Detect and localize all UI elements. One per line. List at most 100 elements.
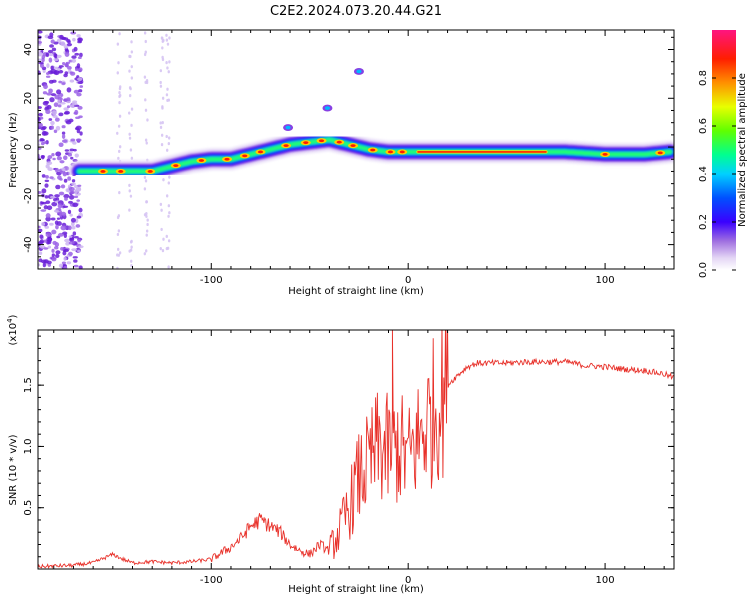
spectrogram-noise-cell bbox=[161, 121, 164, 125]
spectrogram-noise-cell bbox=[74, 52, 80, 56]
spectrogram-noise-cell bbox=[161, 105, 164, 109]
spectrogram-panel: -100 0 100 -40 -20 0 20 40 Height of straight … bbox=[8, 29, 675, 297]
spectrogram-noise-cell bbox=[53, 53, 57, 58]
spectrogram-noise-cell bbox=[76, 34, 81, 38]
spectrogram-noise-cell bbox=[77, 186, 82, 192]
spectrogram-noise-cell bbox=[40, 138, 45, 142]
spectrogram-noise-cell bbox=[56, 156, 62, 161]
spectrogram-noise-cell bbox=[67, 152, 73, 157]
spectrogram-noise-cell bbox=[143, 31, 147, 35]
snr-y-axis-label: SNR (10 * v/v) bbox=[8, 434, 19, 505]
spectrogram-noise-cell bbox=[50, 120, 55, 126]
spectrogram-noise-cell bbox=[61, 82, 66, 85]
spectrogram-x-tick-label: 100 bbox=[596, 275, 615, 286]
spectrogram-hot-spot bbox=[283, 144, 289, 147]
spectrogram-noise-cell bbox=[162, 237, 165, 241]
spectrogram-noise-cell bbox=[116, 42, 120, 46]
spectrogram-noise-cell bbox=[128, 249, 131, 253]
spectrogram-noise-cell bbox=[38, 143, 41, 146]
spectrogram-noise-cell bbox=[118, 101, 121, 105]
spectrogram-noise-cell bbox=[49, 32, 54, 37]
spectrogram-noise-cell bbox=[116, 232, 120, 237]
spectrogram-noise-cell bbox=[55, 197, 60, 202]
spectrogram-noise-cell bbox=[49, 97, 55, 103]
spectrogram-noise-cell bbox=[73, 89, 80, 94]
spectrogram-noise-cell bbox=[160, 143, 164, 147]
spectrogram-noise-cell bbox=[50, 125, 54, 130]
spectrogram-noise-cell bbox=[41, 201, 47, 205]
spectrogram-noise-cell bbox=[56, 89, 62, 95]
spectrogram-noise-cell bbox=[63, 178, 68, 183]
spectrogram-y-tick-label: -40 bbox=[23, 236, 34, 252]
spectrogram-noise-cell bbox=[50, 68, 57, 74]
spectrogram-noise-cell bbox=[42, 91, 48, 95]
spectrogram-noise-cell bbox=[43, 84, 48, 90]
spectrogram-noise-cell bbox=[53, 102, 59, 108]
snr-frame bbox=[37, 329, 675, 570]
snr-x-tick-label: 0 bbox=[405, 575, 411, 586]
spectrogram-noise-cell bbox=[144, 98, 147, 102]
spectrogram-noise-cell bbox=[145, 233, 148, 237]
spectrogram-noise-cell bbox=[45, 109, 51, 114]
spectrogram-noise-cell bbox=[61, 261, 66, 265]
spectrogram-hot-spot bbox=[350, 144, 356, 147]
spectrogram-noise-cell bbox=[77, 77, 83, 82]
spectrogram-noise-cell bbox=[118, 145, 122, 149]
spectrogram-noise-cell bbox=[41, 259, 47, 264]
spectrogram-noise-cell bbox=[166, 42, 170, 46]
spectrogram-noise-cell bbox=[159, 247, 162, 251]
spectrogram-noise-cell bbox=[45, 232, 52, 238]
spectrogram-noise-cell bbox=[50, 93, 57, 97]
spectrogram-noise-cell bbox=[57, 203, 63, 209]
spectrogram-noise-cell bbox=[47, 49, 53, 54]
spectrogram-noise-cell bbox=[59, 177, 63, 181]
spectrogram-hot-spot bbox=[118, 170, 124, 173]
spectrogram-noise-cell bbox=[64, 63, 69, 68]
snr-x-ticks: -100 0 100 bbox=[53, 330, 665, 586]
spectrogram-noise-cell bbox=[54, 220, 59, 226]
spectrogram-noise-cell bbox=[41, 155, 45, 160]
spectrogram-hot-spot bbox=[370, 148, 376, 152]
spectrogram-x-ticks: -100 0 100 bbox=[53, 30, 665, 286]
spectrogram-noise-cell bbox=[38, 41, 42, 44]
spectrogram-noise-cell bbox=[68, 225, 72, 231]
snr-series-line bbox=[38, 330, 674, 569]
spectrogram-noise-cell bbox=[72, 231, 77, 236]
spectrogram-noise-cell bbox=[38, 61, 44, 65]
spectrogram-noise-cell bbox=[51, 201, 58, 207]
spectrogram-noise-cell bbox=[55, 151, 62, 157]
spectrogram-noise-cell bbox=[165, 38, 169, 42]
spectrogram-noise-cell bbox=[57, 104, 62, 108]
spectrogram-noise-cell bbox=[128, 189, 131, 193]
spectrogram-noise-cell bbox=[43, 205, 48, 210]
spectrogram-noise-cell bbox=[130, 245, 133, 249]
spectrogram-noise-cell bbox=[38, 147, 42, 151]
spectrogram-noise-cell bbox=[60, 247, 64, 251]
spectrogram-noise-cell bbox=[45, 174, 49, 179]
spectrogram-noise-cell bbox=[75, 125, 82, 131]
spectrogram-y-axis-label: Frequency (Hz) bbox=[8, 112, 19, 188]
spectrogram-noise-cell bbox=[116, 247, 120, 251]
spectrogram-noise-cell bbox=[52, 114, 58, 118]
spectrogram-noise-cell bbox=[165, 134, 168, 139]
spectrogram-noise-cell bbox=[165, 33, 168, 37]
spectrogram-noise-cell bbox=[159, 84, 163, 88]
spectrogram-noise-cell bbox=[44, 183, 49, 188]
spectrogram-noise-cell bbox=[39, 234, 44, 239]
spectrogram-noise-cell bbox=[38, 225, 41, 229]
spectrogram-noise-cell bbox=[67, 209, 72, 215]
spectrogram-noise-cell bbox=[167, 239, 171, 243]
spectrogram-noise-cell bbox=[38, 263, 41, 267]
spectrogram-noise-cell bbox=[160, 227, 163, 232]
spectrogram-noise-cell bbox=[44, 225, 50, 229]
spectrogram-noise-cell bbox=[74, 189, 78, 195]
spectrogram-noise-cell bbox=[61, 131, 66, 135]
colorbar-ticks: 0.0 0.2 0.4 0.6 0.8 bbox=[698, 70, 736, 278]
spectrogram-noise-cell bbox=[161, 96, 165, 100]
spectrogram-noise-cell bbox=[143, 187, 147, 191]
spectrogram-noise-cell bbox=[69, 104, 75, 108]
spectrogram-noise-cell bbox=[159, 125, 163, 129]
spectrogram-noise-cell bbox=[65, 120, 72, 125]
spectrogram-noise-cell bbox=[77, 81, 84, 85]
spectrogram-frame bbox=[37, 29, 675, 270]
